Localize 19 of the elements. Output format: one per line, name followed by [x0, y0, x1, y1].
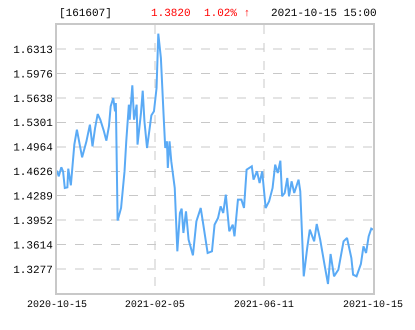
y-tick-label: 1.3952	[13, 216, 53, 228]
x-tick-label: 2021-10-15	[342, 300, 404, 311]
text: 1.02% ↑	[204, 8, 250, 20]
text: 2021-10-15 15:00	[271, 8, 377, 20]
y-tick-label: 1.5301	[13, 118, 54, 130]
y-tick-label: 1.3277	[13, 264, 53, 277]
y-tick-label: 1.5638	[13, 94, 53, 106]
line-series	[57, 32, 373, 286]
y-tick-label: 1.3614	[13, 240, 54, 252]
x-tick-label: 2020-10-15	[26, 300, 88, 311]
y-tick-label: 1.4626	[13, 167, 53, 180]
text: 1.3820	[151, 8, 191, 20]
y-tick-label: 1.5976	[13, 69, 53, 82]
y-tick-label: 1.6313	[13, 44, 53, 57]
x-tick-label: 2021-06-11	[234, 300, 294, 311]
y-tick-label: 1.4964	[13, 142, 54, 155]
y-tick-label: 1.4289	[13, 192, 53, 204]
x-tick-label: 2021-02-05	[124, 300, 185, 311]
chart-title: [161607]	[59, 8, 112, 20]
